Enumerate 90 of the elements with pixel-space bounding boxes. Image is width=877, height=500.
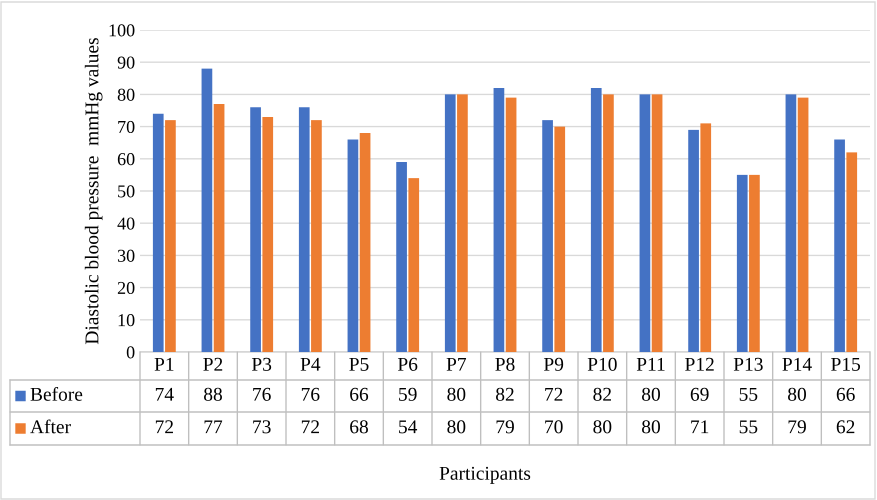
data-label: 80 <box>447 388 466 401</box>
data-label: 59 <box>399 388 417 401</box>
y-tick-label: 50 <box>118 185 134 198</box>
bar <box>834 139 845 352</box>
bar <box>348 139 358 352</box>
data-label: 70 <box>545 420 563 434</box>
data-label: 54 <box>399 420 418 434</box>
data-label: 80 <box>788 388 806 401</box>
data-label: 82 <box>496 388 514 401</box>
data-label: 80 <box>642 420 660 434</box>
y-tick-label: 60 <box>118 153 134 166</box>
bar <box>262 116 274 352</box>
x-tick-label: P8 <box>495 358 515 371</box>
data-label: 68 <box>350 420 368 434</box>
x-tick-label: P6 <box>398 358 418 371</box>
x-tick-label: P7 <box>446 358 466 371</box>
data-label: 55 <box>740 420 758 434</box>
bar <box>202 68 212 352</box>
bar <box>736 174 748 352</box>
x-tick-label: P14 <box>782 358 812 371</box>
bar <box>396 162 407 352</box>
y-tick-label: 70 <box>118 120 134 134</box>
x-tick-label: P2 <box>203 358 222 371</box>
bar <box>590 88 602 352</box>
legend-label: After <box>30 419 71 434</box>
y-axis-title: Diastolic blood pressure mmHg values <box>84 38 102 344</box>
bar <box>298 107 310 352</box>
data-label: 74 <box>156 388 174 401</box>
bar <box>749 174 760 352</box>
y-tick-label: 20 <box>118 282 134 294</box>
bar <box>846 152 858 352</box>
bar <box>214 104 224 352</box>
y-tick-label: 0 <box>126 346 134 358</box>
bar <box>165 120 176 352</box>
x-tick-label: P13 <box>734 358 763 371</box>
bar <box>250 107 261 352</box>
data-label: 69 <box>690 388 709 401</box>
data-label: 77 <box>204 420 222 434</box>
bar <box>603 94 614 352</box>
data-label: 76 <box>253 388 271 401</box>
data-label: 79 <box>496 420 514 434</box>
data-label: 80 <box>447 420 466 434</box>
data-label: 66 <box>350 388 368 401</box>
bar <box>360 133 370 352</box>
bar <box>408 178 420 352</box>
x-tick-label: P1 <box>154 358 174 371</box>
data-label: 80 <box>642 388 660 401</box>
data-label: 72 <box>156 420 173 434</box>
bar <box>506 98 516 352</box>
x-tick-label: P10 <box>588 358 617 371</box>
bar <box>457 94 468 352</box>
bar <box>688 130 699 352</box>
bar <box>798 98 808 352</box>
bar <box>494 88 504 352</box>
data-label: 73 <box>253 420 271 434</box>
bar <box>311 120 322 352</box>
x-axis-title: Participants <box>440 466 530 484</box>
bar <box>640 94 650 352</box>
y-tick-label: 10 <box>118 314 134 326</box>
x-tick-label: P11 <box>636 358 665 371</box>
x-tick-label: P15 <box>831 358 860 371</box>
y-tick-label: 40 <box>117 217 134 230</box>
x-tick-label: P9 <box>544 358 564 371</box>
bar <box>786 94 796 352</box>
data-label: 88 <box>204 388 222 401</box>
bar <box>700 123 712 352</box>
y-tick-label: 100 <box>110 24 134 36</box>
x-tick-label: P12 <box>685 358 714 371</box>
bar <box>652 94 662 352</box>
data-label: 72 <box>302 420 319 434</box>
x-tick-label: P3 <box>252 358 272 371</box>
data-label: 82 <box>593 388 611 401</box>
y-tick-label: 90 <box>118 56 134 69</box>
x-tick-label: P5 <box>349 358 369 371</box>
data-label: 79 <box>788 420 806 434</box>
bar <box>554 126 566 352</box>
y-tick-label: 80 <box>118 88 134 101</box>
data-label: 72 <box>545 388 562 401</box>
data-label: 80 <box>593 420 612 434</box>
bar <box>542 120 553 352</box>
data-label: 76 <box>302 388 320 401</box>
data-label: 62 <box>836 420 854 434</box>
y-tick-label: 30 <box>118 250 134 262</box>
data-label: 55 <box>740 388 758 401</box>
data-label: 66 <box>836 388 855 401</box>
data-label: 71 <box>691 420 708 434</box>
x-tick-label: P4 <box>300 358 320 371</box>
bar <box>152 114 164 352</box>
legend-label: Before <box>30 386 82 401</box>
bar <box>444 94 456 352</box>
